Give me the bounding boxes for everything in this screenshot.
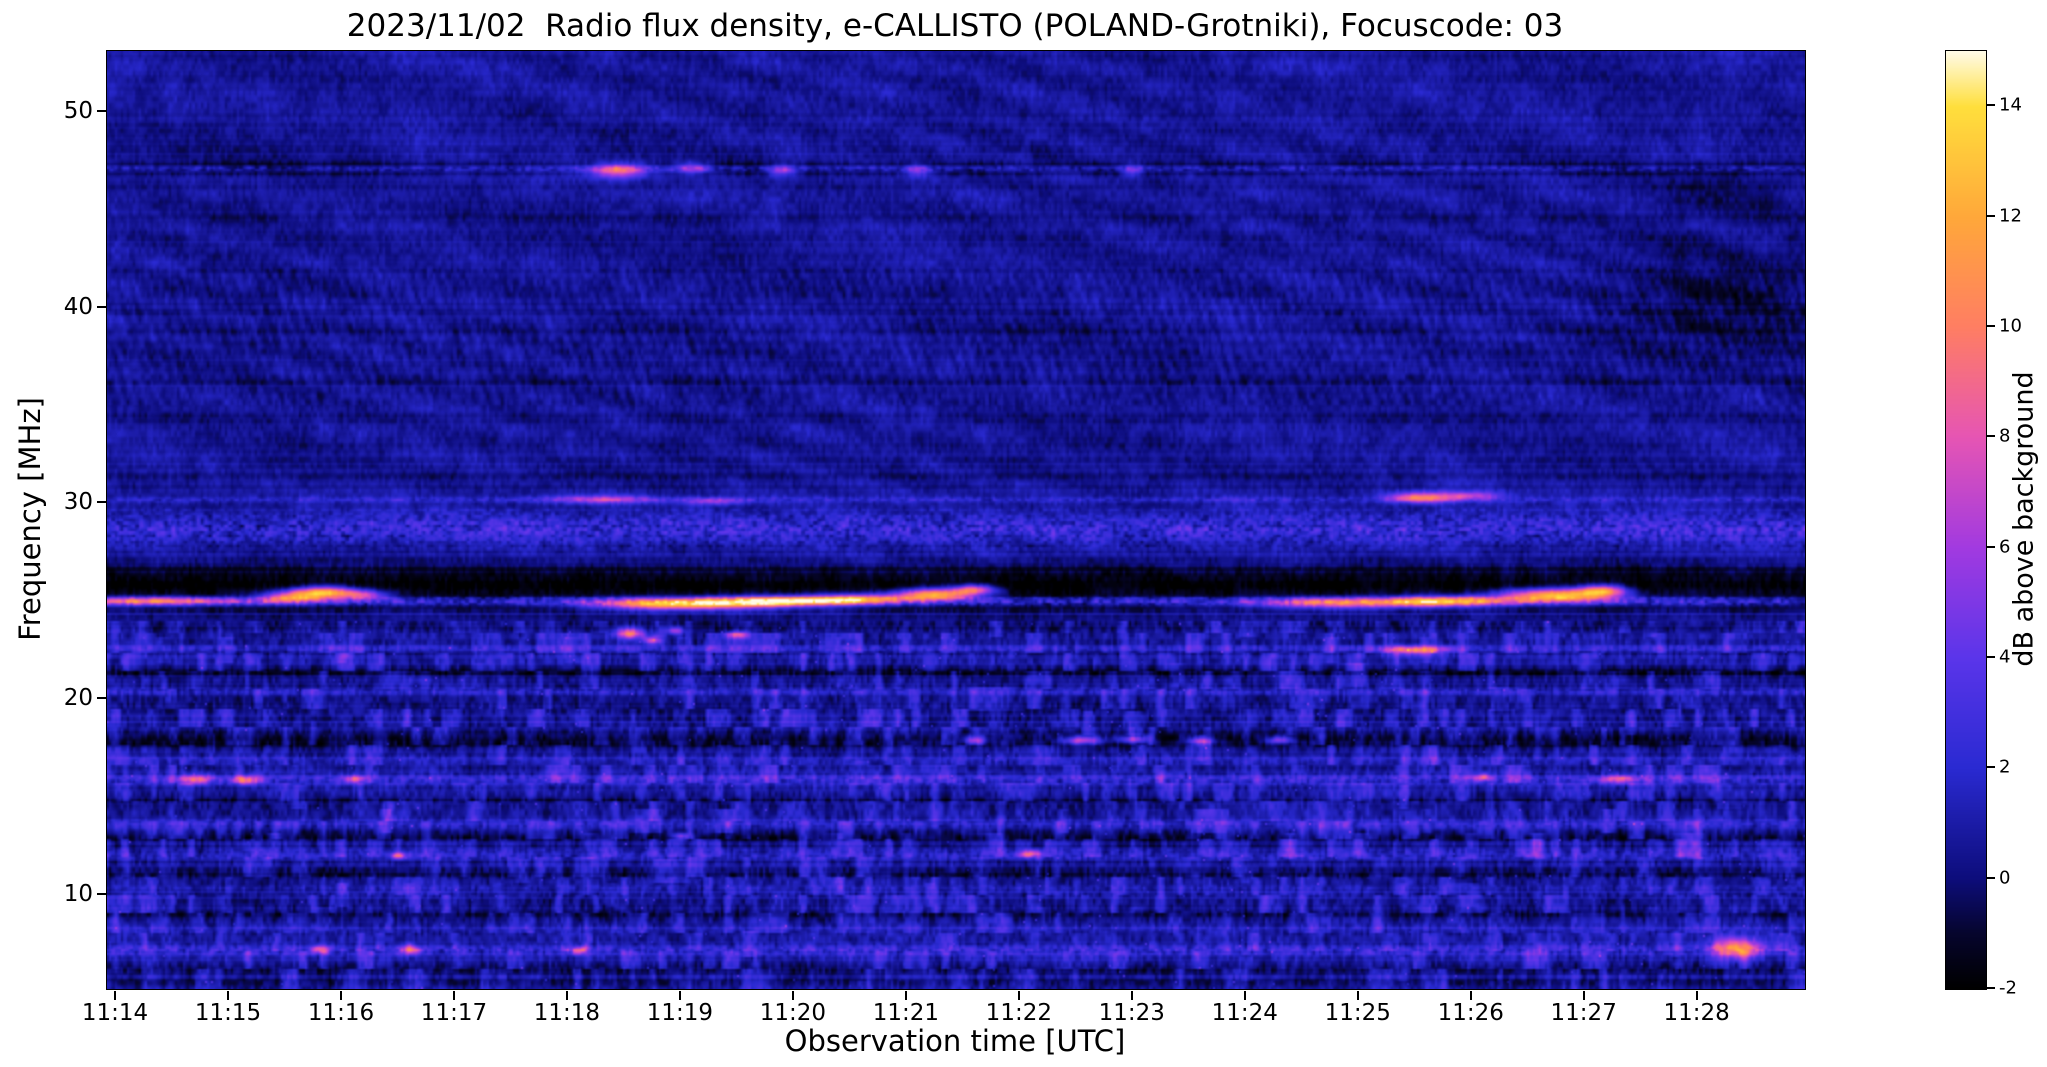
x-tick-label: 11:25: [1324, 1000, 1391, 1026]
x-tick-mark: [678, 991, 681, 1000]
y-tick-label: 10: [63, 881, 93, 907]
colorbar-tick-label: 14: [1999, 94, 2022, 116]
colorbar: [1945, 50, 1987, 990]
x-tick-label: 11:18: [533, 1000, 601, 1026]
y-tick-mark: [97, 697, 106, 700]
x-tick-mark: [1017, 991, 1020, 1000]
colorbar-tick-mark: [1987, 876, 1995, 879]
x-tick-mark: [339, 991, 342, 1000]
y-tick-label: 40: [63, 293, 93, 320]
x-tick-mark: [1582, 991, 1585, 1000]
colorbar-tick-label: 8: [1999, 425, 2011, 447]
x-tick-label: 11:28: [1663, 1000, 1730, 1026]
colorbar-tick-label: 6: [1999, 536, 2011, 558]
colorbar-tick-mark: [1987, 324, 1995, 327]
x-tick-mark: [1356, 991, 1359, 1000]
y-tick-label: 20: [63, 685, 93, 712]
colorbar-tick-label: 12: [1999, 205, 2022, 227]
x-tick-mark: [1243, 991, 1246, 1000]
colorbar-tick-mark: [1987, 766, 1995, 769]
colorbar-tick-mark: [1987, 545, 1995, 548]
spectrogram-plot-area: [106, 50, 1806, 990]
x-tick-label: 11:17: [420, 1000, 488, 1026]
x-tick-label: 11:24: [1211, 1000, 1278, 1026]
colorbar-tick-label: 4: [1999, 646, 2011, 668]
y-tick-mark: [97, 501, 106, 504]
colorbar-tick-label: -2: [1999, 977, 2017, 999]
x-tick-mark: [114, 991, 117, 1000]
x-tick-label: 11:16: [307, 1000, 375, 1026]
colorbar-tick-label: 0: [1999, 867, 2011, 889]
colorbar-tick-mark: [1987, 435, 1995, 438]
colorbar-label: dB above background: [2008, 371, 2040, 667]
x-tick-mark: [1130, 991, 1133, 1000]
x-tick-label: 11:23: [1098, 1000, 1165, 1026]
chart-title: 2023/11/02 Radio flux density, e-CALLIST…: [346, 8, 1564, 44]
colorbar-tick-label: 10: [1999, 315, 2022, 337]
y-tick-mark: [97, 305, 106, 308]
spectrogram-heatmap-canvas: [107, 51, 1805, 989]
y-tick-label: 30: [63, 489, 93, 516]
x-tick-label: 11:21: [872, 1000, 939, 1026]
y-tick-mark: [97, 109, 106, 112]
colorbar-tick-mark: [1987, 987, 1995, 989]
x-tick-label: 11:20: [759, 1000, 827, 1026]
x-tick-mark: [791, 991, 794, 1000]
y-tick-mark: [97, 893, 106, 895]
colorbar-tick-mark: [1987, 655, 1995, 658]
x-tick-mark: [565, 991, 568, 1000]
x-tick-label: 11:19: [646, 1000, 714, 1026]
colorbar-tick-label: 2: [1999, 756, 2011, 778]
colorbar-tick-mark: [1987, 214, 1995, 217]
x-tick-mark: [1695, 991, 1698, 1000]
x-tick-label: 11:14: [81, 1000, 149, 1026]
x-tick-mark: [452, 991, 455, 1000]
x-tick-mark: [904, 991, 907, 1000]
x-tick-label: 11:27: [1550, 1000, 1617, 1026]
x-tick-mark: [227, 991, 229, 1000]
y-tick-label: 50: [63, 97, 93, 124]
colorbar-gradient-canvas: [1946, 51, 1986, 989]
x-axis-label: Observation time [UTC]: [784, 1024, 1126, 1058]
x-tick-label: 11:22: [985, 1000, 1052, 1026]
x-tick-label: 11:15: [194, 1000, 262, 1026]
colorbar-tick-mark: [1987, 104, 1995, 107]
x-tick-label: 11:26: [1437, 1000, 1504, 1026]
y-axis-label: Frequency [MHz]: [13, 397, 47, 641]
x-tick-mark: [1469, 991, 1472, 1000]
